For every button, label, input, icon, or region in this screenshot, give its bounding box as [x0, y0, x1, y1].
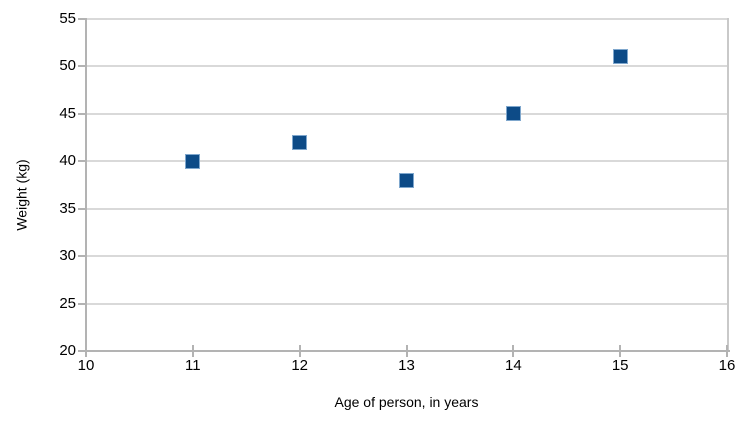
y-tick-label: 40 — [59, 152, 76, 170]
gridline — [87, 302, 727, 305]
x-tick-label: 12 — [291, 357, 308, 374]
data-point — [399, 172, 414, 188]
x-axis-line — [85, 350, 730, 352]
gridline — [87, 255, 727, 258]
data-point — [505, 106, 521, 122]
x-axis-tick — [405, 345, 408, 357]
y-tick-label: 55 — [59, 10, 76, 27]
gridline — [87, 207, 727, 210]
y-axis-tick — [78, 207, 86, 210]
y-axis-tick — [78, 160, 86, 163]
y-axis-tick — [78, 65, 86, 68]
y-tick-label: 20 — [59, 342, 76, 359]
data-point — [185, 153, 201, 169]
y-axis-tick — [78, 255, 86, 258]
gridline — [87, 65, 727, 68]
y-axis-line — [85, 18, 87, 353]
x-axis-tick — [726, 345, 728, 357]
x-tick-label: 13 — [398, 357, 415, 374]
x-axis-tick — [512, 345, 515, 357]
x-tick-label: 15 — [611, 357, 629, 374]
y-tick-label: 35 — [59, 199, 76, 217]
gridline — [87, 18, 727, 20]
gridline — [87, 112, 727, 115]
y-tick-label: 25 — [59, 294, 76, 312]
y-axis-tick — [78, 350, 86, 352]
plot-right-border — [727, 18, 729, 352]
data-point — [612, 49, 628, 65]
x-tick-label: 16 — [718, 357, 736, 374]
x-axis-tick — [85, 345, 87, 357]
y-axis-tick — [78, 302, 86, 305]
x-axis-tick — [191, 345, 194, 357]
x-axis-title: Age of person, in years — [334, 394, 479, 410]
y-tick-label: 50 — [59, 57, 76, 75]
x-tick-label: 11 — [185, 357, 201, 374]
data-point — [292, 134, 308, 150]
y-tick-label: 30 — [59, 247, 76, 265]
x-tick-label: 14 — [504, 357, 522, 374]
y-axis-tick — [78, 18, 86, 20]
x-axis-tick — [619, 345, 622, 357]
gridline — [87, 160, 727, 163]
y-axis-title: Weight (kg) — [13, 159, 30, 231]
y-axis-tick — [78, 112, 86, 115]
x-axis-tick — [298, 345, 301, 357]
x-tick-label: 10 — [77, 357, 95, 374]
y-tick-label: 45 — [59, 104, 76, 122]
